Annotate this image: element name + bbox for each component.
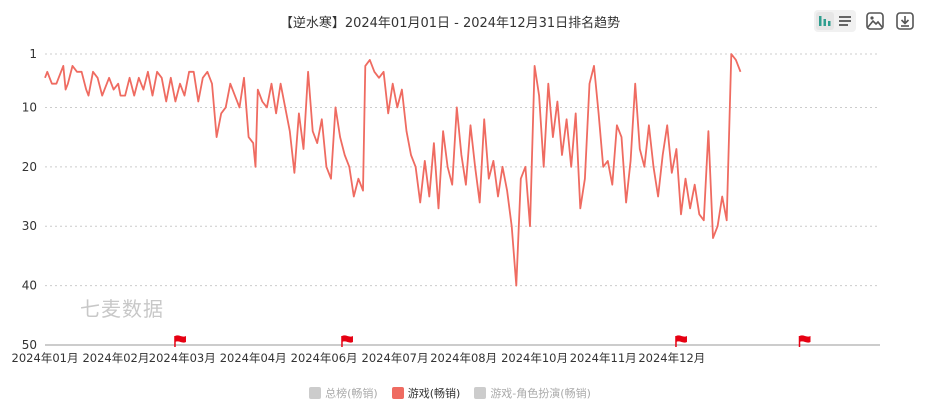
bar-view-icon[interactable]	[816, 12, 834, 30]
x-tick-label: 2024年04月	[220, 351, 287, 365]
x-tick-label: 2024年12月	[638, 351, 705, 365]
event-flag-icon[interactable]	[174, 335, 186, 347]
legend-label: 总榜(畅销)	[325, 387, 378, 400]
y-tick-label: 20	[22, 160, 37, 174]
x-tick-label: 2024年02月	[82, 351, 149, 365]
legend: 总榜(畅销) 游戏(畅销) 游戏-角色扮演(畅销)	[0, 385, 900, 401]
view-toggle	[814, 10, 856, 32]
x-tick-label: 2024年08月	[430, 351, 497, 365]
y-tick-label: 1	[29, 47, 37, 61]
y-tick-label: 10	[22, 100, 37, 114]
flag-cloth	[799, 335, 811, 343]
legend-item[interactable]: 游戏-角色扮演(畅销)	[474, 385, 591, 401]
legend-swatch	[391, 387, 404, 399]
x-tick-label: 2024年11月	[570, 351, 637, 365]
event-flag-icon[interactable]	[341, 335, 353, 347]
flag-cloth	[174, 335, 186, 343]
x-tick-label: 2024年01月	[12, 351, 79, 365]
chart-toolbar	[814, 10, 916, 32]
legend-item[interactable]: 游戏(畅销)	[391, 385, 461, 401]
series-line	[44, 53, 742, 287]
x-tick-label: 2024年06月	[291, 351, 358, 365]
legend-label: 游戏(畅销)	[407, 387, 461, 400]
download-icon[interactable]	[894, 10, 916, 32]
watermark: 七麦数据	[80, 297, 164, 321]
x-tick-label: 2024年10月	[501, 351, 568, 365]
legend-swatch	[309, 387, 322, 399]
list-view-icon[interactable]	[836, 12, 854, 30]
rank-trend-chart: 1 10 20 30 40 50 2024年01月 2024年02月 2024年03月 2024…	[12, 47, 880, 365]
event-flag-icon[interactable]	[675, 335, 687, 347]
legend-swatch	[474, 387, 487, 399]
x-tick-label: 2024年03月	[149, 351, 216, 365]
y-tick-label: 30	[22, 219, 37, 233]
legend-item[interactable]: 总榜(畅销)	[309, 385, 378, 401]
chart-title: 【逆水寒】2024年01月01日 - 2024年12月31日排名趋势	[279, 16, 621, 31]
legend-label: 游戏-角色扮演(畅销)	[490, 387, 591, 400]
y-tick-label: 50	[22, 338, 37, 352]
y-tick-label: 40	[22, 279, 37, 293]
flag-cloth	[341, 335, 353, 343]
x-tick-label: 2024年07月	[362, 351, 429, 365]
event-flag-icon[interactable]	[798, 335, 811, 347]
image-icon[interactable]	[864, 10, 886, 32]
flag-cloth	[675, 335, 687, 343]
